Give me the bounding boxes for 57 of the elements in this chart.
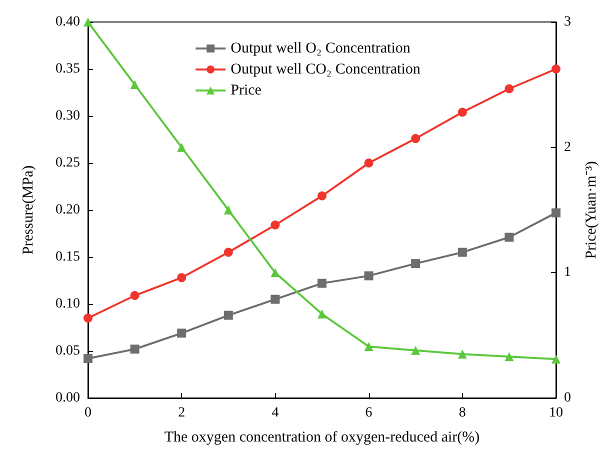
point [458,108,467,117]
y-tick-label: 0.15 [56,250,80,264]
point [177,273,186,282]
y-tick-label: 0.20 [56,202,80,218]
legend-label: Output well CO₂ Concentration [230,62,421,78]
legend-label: Output well O₂ Concentration [230,40,411,56]
point [224,206,233,214]
point [364,158,374,168]
y-tick-label: 0.10 [56,296,80,312]
point [411,259,420,268]
y-tick-label: 0.05 [56,344,80,358]
y-tick-label: 0.40 [56,14,80,30]
y-tick-label: 0.25 [56,156,80,170]
point [177,328,186,338]
x-tick-label: 6 [365,406,372,420]
point [504,352,514,362]
y2-tick-label: 0 [564,390,571,406]
point [84,314,92,323]
x-tick-label: 2 [178,406,186,420]
y-tick-label: 0.00 [56,390,80,406]
point [130,344,140,354]
point [224,248,233,257]
y2-tick-label: 3 [564,14,571,30]
point [364,271,374,280]
point [458,248,467,257]
point [177,142,186,152]
x-tick-label: 4 [272,406,279,420]
point [270,268,280,278]
point [458,350,467,359]
point [411,134,420,144]
point [552,64,560,74]
point [504,232,514,242]
y-tick-label: 0.35 [56,62,80,76]
x-tick-label: 10 [549,406,563,420]
y2-axis-title: Price(Yuan·m⁻³) [584,161,600,259]
legend-label: Price [230,82,262,98]
point [504,84,514,94]
point [270,220,280,230]
point [364,342,374,352]
y-axis-title: Pressure(MPa) [20,165,36,255]
y2-tick-label: 1 [564,265,571,280]
point [411,346,420,355]
point [130,291,140,300]
x-tick-label: 0 [84,406,92,420]
point [270,294,280,304]
point [224,310,233,320]
point [552,354,560,364]
x-axis-title: The oxygen concentration of oxygen-reduced air(%) [164,430,480,446]
x-tick-label: 8 [458,406,466,420]
y2-tick-label: 2 [564,140,571,155]
point [318,278,326,288]
point [318,310,326,319]
point [552,208,560,218]
point [130,80,140,90]
y-tick-label: 0.30 [56,108,80,124]
point [84,354,92,364]
point [318,191,326,200]
